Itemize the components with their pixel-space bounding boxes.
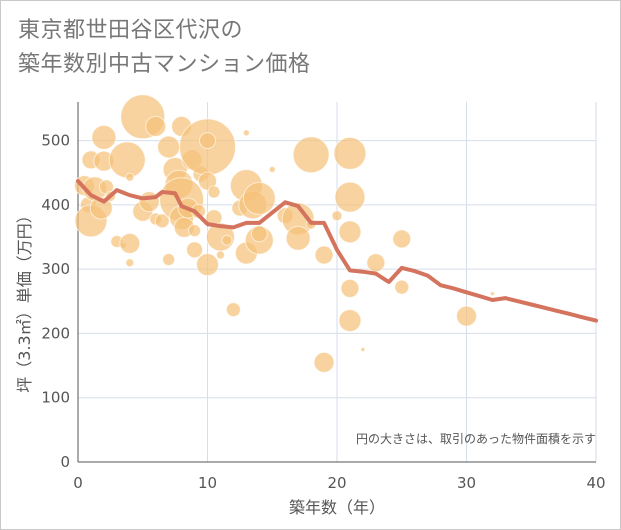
bubble-point: [125, 258, 135, 268]
bubble-point: [157, 135, 181, 159]
x-tick-label: 20: [327, 474, 346, 492]
bubble-point: [313, 351, 335, 373]
trend-line: [76, 179, 598, 323]
y-axis-title: 坪（3.3㎡）単価（万円）: [15, 207, 34, 392]
x-tick-label: 40: [586, 474, 605, 492]
bubble-point: [268, 166, 276, 173]
bubble-point: [207, 185, 221, 199]
bubble-point: [108, 141, 146, 179]
bubble-point: [242, 181, 276, 215]
bubble-point: [489, 291, 495, 297]
bubble-point: [394, 279, 410, 295]
y-tick-label: 100: [41, 389, 70, 407]
x-tick-label: 10: [198, 474, 217, 492]
y-tick-label: 500: [41, 132, 70, 150]
y-tick-label: 300: [41, 260, 70, 278]
bubble-point: [199, 132, 216, 150]
chart-title: 東京都世田谷区代沢の 築年数別中古マンション価格: [18, 14, 311, 82]
bubble-point: [145, 115, 167, 137]
bubble-point: [340, 278, 360, 298]
bubble-point: [360, 347, 366, 352]
y-tick-label: 0: [60, 453, 70, 471]
bubble-point: [198, 171, 217, 191]
size-annotation: 円の大きさは、取引のあった物件面積を示す: [356, 431, 596, 446]
bubble-point: [338, 309, 362, 333]
bubble-point: [331, 210, 343, 222]
bubble-point: [242, 129, 250, 137]
bubble-point: [456, 305, 477, 327]
bubble-series: [73, 94, 495, 373]
bubble-point: [119, 232, 141, 254]
bubble-point: [314, 245, 334, 265]
bubble-point: [285, 225, 311, 251]
bubble-point: [225, 302, 241, 318]
bubble-point: [338, 220, 362, 244]
bubble-point: [89, 196, 113, 220]
bubble-point: [196, 253, 219, 277]
chart-title-line-1: 東京都世田谷区代沢の: [18, 18, 244, 43]
y-tick-label: 400: [41, 196, 70, 214]
chart-title-line-2: 築年数別中古マンション価格: [18, 52, 311, 77]
bubble-point: [186, 241, 204, 259]
bubble-point: [188, 224, 202, 238]
axes: [77, 102, 596, 463]
y-tick-label: 200: [41, 324, 70, 342]
bubble-point: [366, 253, 386, 273]
bubble-point: [125, 172, 135, 182]
bubble-point: [162, 253, 176, 266]
x-tick-label: 30: [457, 474, 476, 492]
bubble-point: [221, 234, 233, 246]
bubble-point: [215, 250, 225, 260]
bubble-point: [392, 229, 412, 249]
bubble-point: [154, 213, 170, 229]
x-axis-title: 築年数（年）: [289, 498, 385, 517]
trend-series: [76, 179, 598, 323]
bubble-point: [334, 181, 366, 213]
x-tick-label: 0: [73, 474, 83, 492]
bubble-point: [250, 225, 268, 243]
bubble-point: [333, 136, 367, 170]
bubble-point: [292, 136, 330, 174]
bubble-point: [91, 124, 117, 150]
